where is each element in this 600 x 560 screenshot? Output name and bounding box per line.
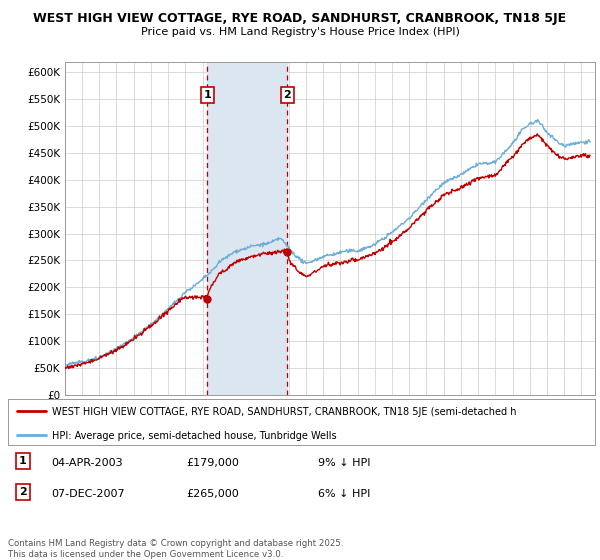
Text: £265,000: £265,000 (186, 489, 239, 500)
Text: Contains HM Land Registry data © Crown copyright and database right 2025.
This d: Contains HM Land Registry data © Crown c… (8, 539, 343, 559)
Text: £179,000: £179,000 (186, 458, 239, 468)
Text: WEST HIGH VIEW COTTAGE, RYE ROAD, SANDHURST, CRANBROOK, TN18 5JE: WEST HIGH VIEW COTTAGE, RYE ROAD, SANDHU… (34, 12, 566, 25)
Text: HPI: Average price, semi-detached house, Tunbridge Wells: HPI: Average price, semi-detached house,… (52, 431, 337, 441)
Text: 9% ↓ HPI: 9% ↓ HPI (318, 458, 371, 468)
Text: 2: 2 (19, 487, 26, 497)
Text: 07-DEC-2007: 07-DEC-2007 (51, 489, 125, 500)
Bar (207, 62, 287, 395)
Text: 2: 2 (284, 90, 292, 100)
Text: 1: 1 (19, 456, 26, 466)
Text: 1: 1 (203, 90, 211, 100)
Text: 6% ↓ HPI: 6% ↓ HPI (318, 489, 370, 500)
Text: WEST HIGH VIEW COTTAGE, RYE ROAD, SANDHURST, CRANBROOK, TN18 5JE (semi-detached : WEST HIGH VIEW COTTAGE, RYE ROAD, SANDHU… (52, 407, 517, 417)
Text: 04-APR-2003: 04-APR-2003 (51, 458, 122, 468)
Text: Price paid vs. HM Land Registry's House Price Index (HPI): Price paid vs. HM Land Registry's House … (140, 27, 460, 37)
